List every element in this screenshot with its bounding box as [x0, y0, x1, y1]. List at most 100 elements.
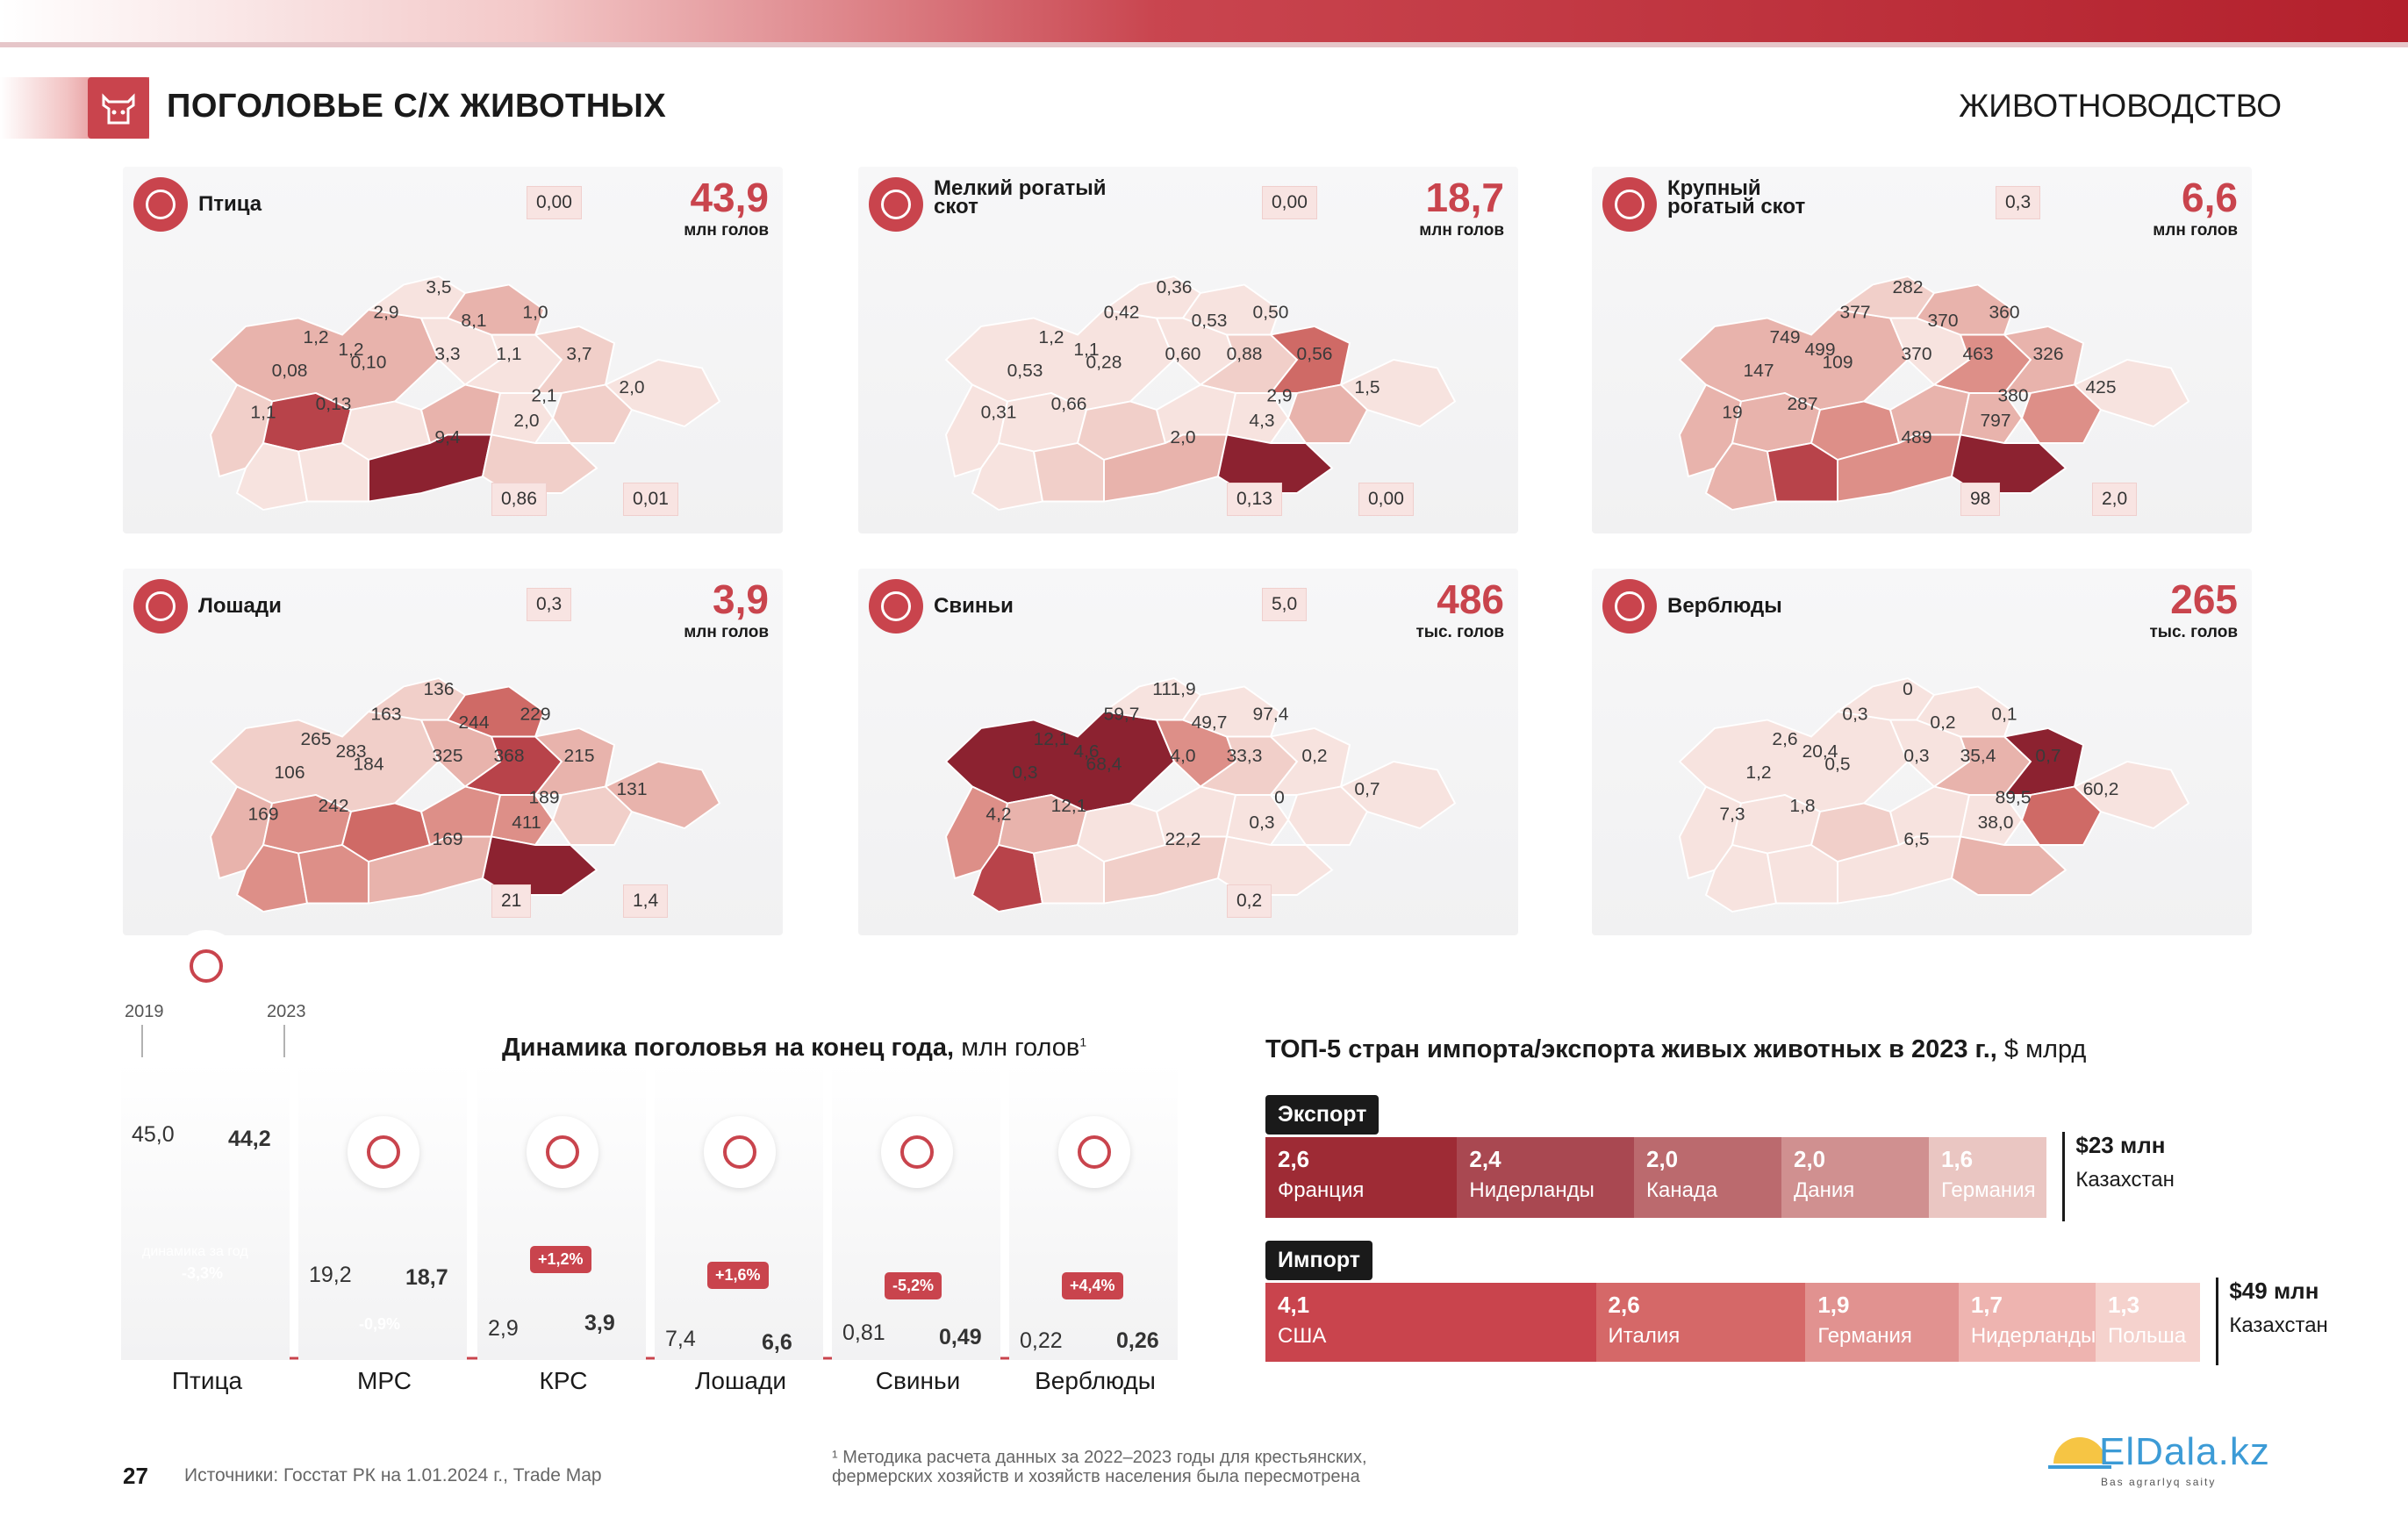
sheep-icon	[348, 1116, 419, 1188]
category-label: Верблюды	[1035, 1367, 1156, 1394]
sun-logo-icon	[2045, 1437, 2115, 1483]
map-region-value: 463	[1962, 344, 1993, 363]
map-callout: 2,0	[2092, 483, 2138, 516]
panel-total: 486	[1437, 576, 1504, 622]
map-region-value: 411	[512, 812, 541, 832]
map-callout: 0,00	[527, 186, 582, 219]
map-region-value: 0,56	[1297, 344, 1333, 363]
sheep-icon	[869, 177, 923, 232]
map-region-value: 0,7	[1354, 779, 1380, 798]
map-panel: 0 0,3 0,2 0,1 2,6 20,4 1,2 0,5 0,3 35,4 0,7 1,8 89,5…	[1592, 569, 2252, 935]
chart-value-label: 0,26	[1116, 1328, 1159, 1353]
map-region	[1225, 392, 1290, 445]
change-badge: +1,6%	[707, 1262, 769, 1289]
map-region-value: 265	[300, 729, 331, 748]
segment-value: 1,9	[1817, 1292, 1850, 1318]
map-region-value: 38,0	[1978, 812, 2014, 832]
panel-unit: тыс. голов	[2149, 623, 2238, 641]
map-region-value: 0,5	[1824, 755, 1850, 774]
chart-group-background	[121, 1062, 290, 1360]
map-region-value: 4,2	[985, 805, 1011, 824]
category-label: Лошади	[695, 1367, 786, 1394]
page-number: 27	[123, 1463, 148, 1489]
map-region-value: 0,36	[1157, 277, 1193, 297]
map-region-value: 1,2	[1038, 327, 1064, 347]
map-region-value: 2,0	[1170, 427, 1195, 447]
map-callout: 0,13	[1227, 483, 1282, 516]
map-region-value: 0,3	[1012, 762, 1037, 782]
segment-country: Канада	[1646, 1178, 1718, 1202]
map-region	[490, 392, 555, 445]
map-region-value: 244	[458, 712, 489, 732]
map-region-value: 2,1	[531, 386, 556, 405]
segment-country: Италия	[1608, 1324, 1681, 1348]
map-region	[2073, 761, 2190, 830]
map-region	[604, 761, 721, 830]
category-label: Птица	[171, 1367, 243, 1394]
chart-value-label: 6,6	[762, 1330, 792, 1355]
segment-country: Польша	[2107, 1324, 2187, 1348]
segment-value: 2,6	[1608, 1292, 1640, 1318]
map-region-value: 242	[318, 796, 348, 815]
map-callout: 1,4	[623, 884, 669, 918]
map-region-value: 163	[370, 705, 401, 724]
total-value: $49 млн	[2229, 1278, 2319, 1304]
segment-value: 1,6	[1941, 1146, 1974, 1172]
map-callout: 0,00	[1262, 186, 1317, 219]
map-region-value: 9,4	[434, 427, 460, 447]
panel-title: Мелкий рогатый скот	[934, 176, 1107, 218]
dynamics-chart-title: Динамика поголовья на конец года, млн го…	[502, 1034, 1087, 1062]
logo-text[interactable]: ElDala.kz	[2099, 1430, 2270, 1473]
map-region-value: 370	[1927, 311, 1958, 330]
map-region-value: 189	[528, 788, 559, 807]
cattle-icon	[1602, 177, 1657, 232]
chart-group-background	[477, 1062, 646, 1360]
map-region-value: 0,08	[272, 361, 308, 380]
chart-value-label: 45,0	[132, 1122, 175, 1147]
panel-unit: млн голов	[684, 623, 769, 641]
total-country: Казахстан	[2075, 1168, 2175, 1192]
export-bar-segment: 2,6 Франция	[1265, 1137, 1458, 1218]
map-region-value: 109	[1822, 353, 1853, 372]
map-region-value: 0,2	[1301, 746, 1327, 765]
map-region-value: 2,9	[373, 303, 398, 322]
cow-icon	[88, 77, 149, 139]
change-note: динамика за год	[142, 1244, 248, 1259]
map-region-value: 489	[1901, 427, 1931, 447]
map-region-value: 229	[520, 705, 550, 724]
map-region-value: 425	[2085, 377, 2116, 397]
map-region-value: 368	[493, 746, 524, 765]
category-label: КРС	[539, 1367, 588, 1394]
map-region-value: 360	[1989, 303, 2019, 322]
map-region-value: 89,5	[1996, 788, 2032, 807]
sources-text: Источники: Госстат РК на 1.01.2024 г., T…	[184, 1465, 602, 1485]
map-region-value: 7,3	[1719, 805, 1745, 824]
panel-total: 3,9	[713, 576, 769, 622]
map-region-value: 0,3	[1249, 812, 1274, 832]
map-region-value: 59,7	[1104, 705, 1140, 724]
map-region-value: 3,3	[434, 344, 460, 363]
map-region	[1339, 761, 1457, 830]
map-region-value: 215	[563, 746, 594, 765]
panel-title: Верблюды	[1667, 594, 1782, 618]
segment-value: 2,6	[1278, 1146, 1310, 1172]
map-region	[604, 359, 721, 428]
map-region-value: 0,53	[1007, 361, 1043, 380]
map-region-value: 0,50	[1253, 303, 1289, 322]
segment-country: Германия	[1941, 1178, 2036, 1202]
map-panel: 111,9 59,7 49,7 97,4 12,1 4,6 0,3 68,4 4,0 33,3 0,…	[858, 569, 1518, 935]
map-region-value: 33,3	[1227, 746, 1263, 765]
map-region-value: 19	[1722, 403, 1742, 422]
map-region-value: 326	[2032, 344, 2063, 363]
map-region-value: 22,2	[1165, 829, 1201, 848]
map-region	[2073, 359, 2190, 428]
panel-total: 6,6	[2182, 175, 2238, 220]
map-region-value: 2,6	[1772, 729, 1797, 748]
category-label: Свиньи	[875, 1367, 961, 1394]
total-value: $23 млн	[2075, 1132, 2166, 1158]
kazakhstan-map: 3,5 2,9 8,1 1,0 1,2 1,2 0,08 0,10 3,3 1,1 3,7 0,13 2…	[209, 275, 721, 512]
chart-value-label: 2,9	[488, 1316, 519, 1342]
map-region-value: 20,4	[1802, 742, 1838, 762]
map-callout: 0,00	[1358, 483, 1414, 516]
change-badge: -5,2%	[885, 1272, 942, 1299]
